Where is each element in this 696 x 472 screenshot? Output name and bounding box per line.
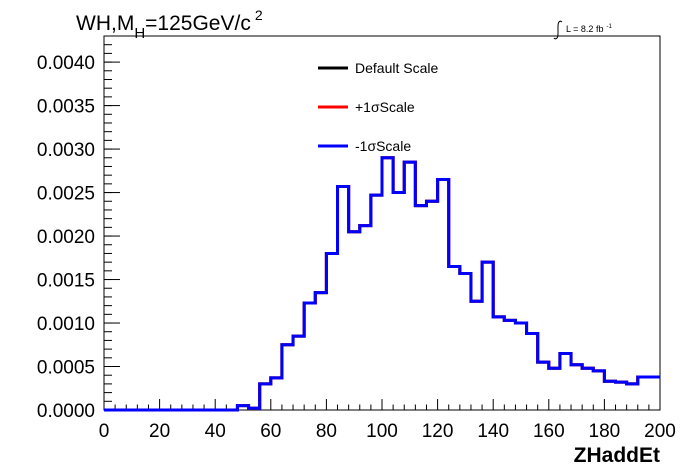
y-axis: 0.0000 0.0005 0.0010 0.0015 0.0020 0.0025 0.00… bbox=[37, 35, 120, 422]
x-tick-label: 200 bbox=[644, 421, 676, 442]
plot-frame bbox=[103, 35, 661, 411]
y-tick-label: 0.0040 bbox=[37, 53, 95, 74]
legend-label: +1σScale bbox=[355, 99, 415, 115]
x-tick-label: 20 bbox=[149, 421, 170, 442]
svg-text:L = 8.2 fb-1: L = 8.2 fb -1 bbox=[566, 24, 612, 34]
y-tick-label: 0.0010 bbox=[37, 314, 95, 335]
series-line--1-scale bbox=[104, 156, 660, 412]
y-tick-label: 0.0005 bbox=[37, 358, 95, 379]
x-tick-label: 80 bbox=[316, 421, 337, 442]
lumi-label: L = 8.2 fb -1 bbox=[553, 20, 612, 40]
y-tick-label: 0.0030 bbox=[37, 140, 95, 161]
x-tick-label: 0 bbox=[99, 421, 110, 442]
y-tick-label: 0.0015 bbox=[37, 271, 95, 292]
y-tick-label: 0.0000 bbox=[37, 401, 95, 422]
integral-symbol bbox=[553, 20, 563, 40]
x-axis: 0 20 40 60 80 100 120 140 160 180 200 bbox=[99, 399, 676, 442]
y-tick-label: 0.0020 bbox=[37, 227, 95, 248]
chart-title: WH,MH=125GeV/c 2 bbox=[76, 7, 263, 42]
x-tick-label: 120 bbox=[422, 421, 454, 442]
x-tick-label: 160 bbox=[533, 421, 565, 442]
legend-label: -1σScale bbox=[355, 138, 411, 154]
y-tick-label: 0.0025 bbox=[37, 184, 95, 205]
x-tick-label: 180 bbox=[589, 421, 621, 442]
x-axis-label: ZHaddEt bbox=[574, 444, 660, 467]
series-layer bbox=[104, 156, 660, 412]
x-tick-label: 140 bbox=[477, 421, 509, 442]
x-tick-label: 40 bbox=[205, 421, 226, 442]
legend: Default Scale +1σScale -1σScale bbox=[318, 60, 438, 154]
x-tick-label: 100 bbox=[366, 421, 398, 442]
y-tick-label: 0.0035 bbox=[37, 97, 95, 118]
legend-label: Default Scale bbox=[355, 60, 438, 76]
x-tick-label: 60 bbox=[260, 421, 281, 442]
